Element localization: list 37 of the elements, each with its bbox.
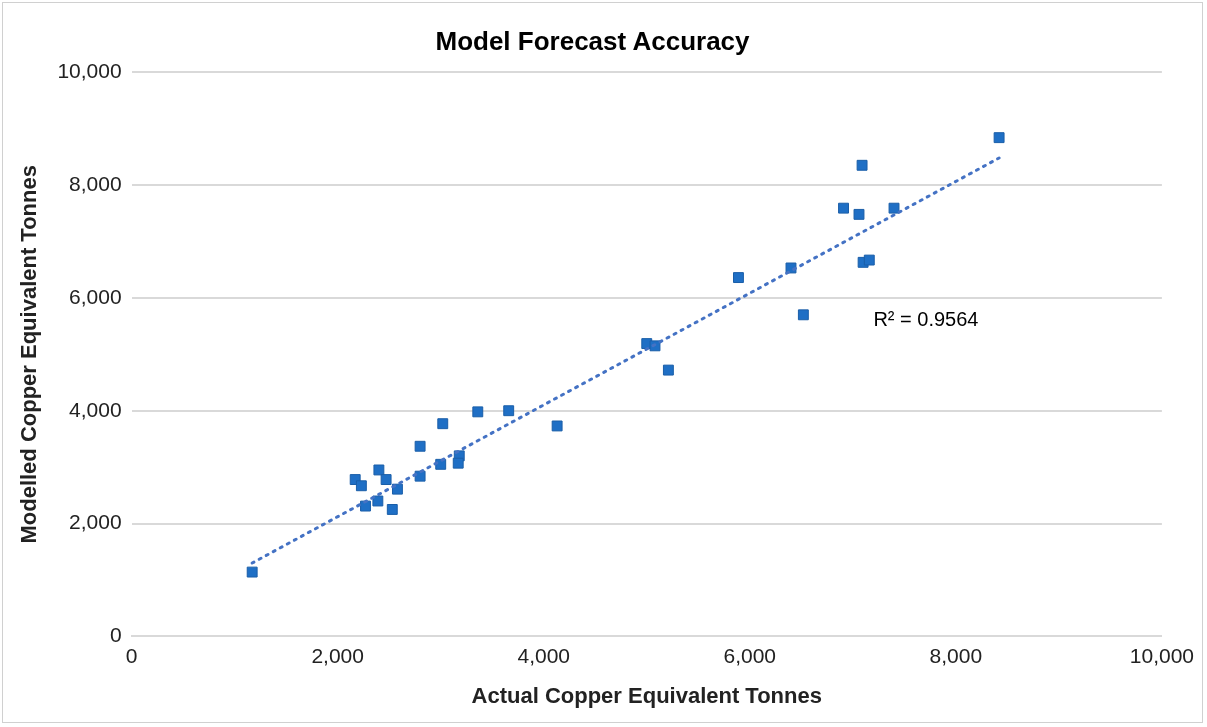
y-tick-label: 6,000 <box>69 284 122 308</box>
point <box>863 254 875 266</box>
point <box>856 159 868 171</box>
point <box>414 440 426 452</box>
point <box>888 202 900 214</box>
y-axis-title: Modelled Copper Equivalent Tonnes <box>16 165 42 544</box>
point <box>853 208 865 220</box>
x-tick-label: 6,000 <box>723 643 777 667</box>
point <box>452 457 464 469</box>
x-tick-label: 10,000 <box>1129 643 1194 667</box>
point <box>246 566 258 578</box>
y-tick-label: 4,000 <box>69 397 122 421</box>
x-axis-title: Actual Copper Equivalent Tonnes <box>471 682 822 708</box>
y-tick-label: 0 <box>109 623 122 647</box>
x-tick-label: 4,000 <box>517 643 571 667</box>
x-tick-label: 0 <box>125 643 138 667</box>
point <box>355 480 367 492</box>
x-tick-label: 8,000 <box>929 643 983 667</box>
point <box>551 420 563 432</box>
point <box>373 464 385 476</box>
x-tick-label: 2,000 <box>311 643 364 667</box>
point <box>993 132 1005 144</box>
y-tick-label: 10,000 <box>57 59 122 82</box>
y-tick-label: 2,000 <box>69 510 122 534</box>
y-tick-label: 8,000 <box>69 171 122 195</box>
chart-title: Model Forecast Accuracy <box>435 25 751 56</box>
point <box>386 504 398 515</box>
point <box>733 272 744 284</box>
point <box>437 418 449 430</box>
point <box>797 309 809 321</box>
point <box>372 495 384 507</box>
point <box>472 406 484 418</box>
point <box>838 202 849 214</box>
point <box>503 405 515 417</box>
point <box>380 474 392 485</box>
annotation: R² = 0.9564 <box>873 307 979 330</box>
point <box>662 364 674 376</box>
